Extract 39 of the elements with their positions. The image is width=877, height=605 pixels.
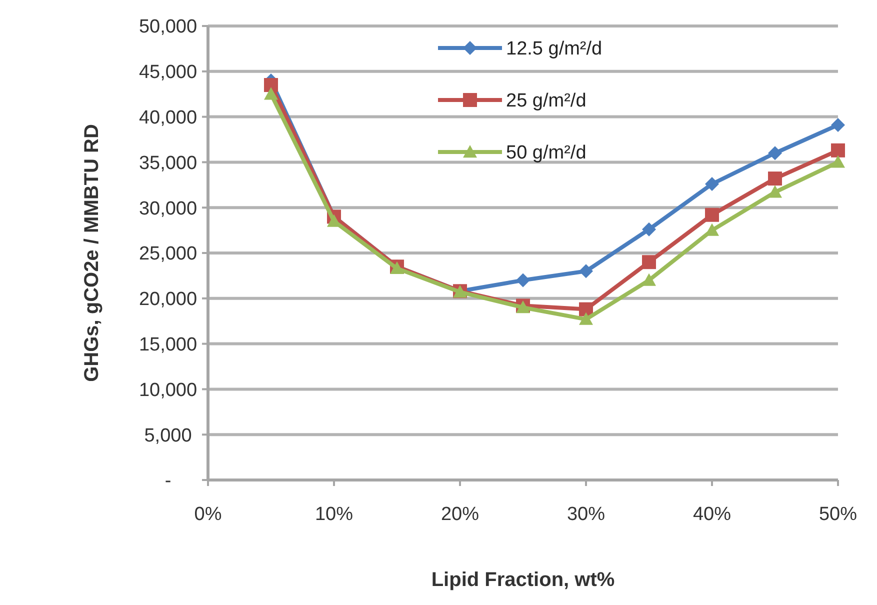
point	[642, 273, 656, 286]
y-tick-label: 10,000	[138, 380, 198, 401]
point	[264, 87, 278, 100]
legend-label: 25 g/m²/d	[506, 90, 586, 112]
point	[768, 185, 782, 198]
x-tick-label: 20%	[440, 504, 480, 525]
point	[579, 312, 593, 325]
point	[768, 146, 782, 160]
y-tick-label: 30,000	[138, 198, 198, 220]
point	[768, 172, 782, 186]
x-tick-label: 10%	[314, 504, 354, 525]
x-tick-label: 50%	[818, 504, 858, 525]
y-axis-title: GHGs, gCO2e / MMBTU RD	[81, 124, 103, 382]
x-tick-label: 30%	[566, 504, 606, 525]
legend-label: 50 g/m²/d	[506, 142, 586, 164]
point	[642, 255, 656, 270]
point	[705, 208, 719, 222]
x-axis-title: Lipid Fraction, wt%	[431, 569, 615, 591]
y-tick-label: 45,000	[138, 62, 198, 84]
point	[831, 143, 845, 158]
x-tick-label: 40%	[692, 504, 732, 525]
y-tick-label: 15,000	[138, 334, 198, 356]
y-tick-label: -	[164, 470, 172, 492]
point	[516, 273, 530, 288]
point	[831, 118, 845, 132]
y-tick-label: 35,000	[138, 152, 198, 174]
y-tick-label: 20,000	[138, 289, 198, 310]
point	[705, 176, 719, 191]
y-tick-label: 40,000	[138, 107, 198, 128]
y-tick-label: 5,000	[144, 425, 192, 446]
point	[705, 223, 719, 236]
x-tick-label: 0%	[194, 504, 222, 525]
point	[264, 78, 278, 92]
point	[579, 264, 593, 278]
legend-label: 12.5 g/m²/d	[506, 38, 602, 60]
y-tick-label: 25,000	[138, 244, 198, 265]
y-tick-label: 50,000	[138, 16, 198, 38]
point	[642, 222, 656, 236]
point	[831, 155, 845, 168]
